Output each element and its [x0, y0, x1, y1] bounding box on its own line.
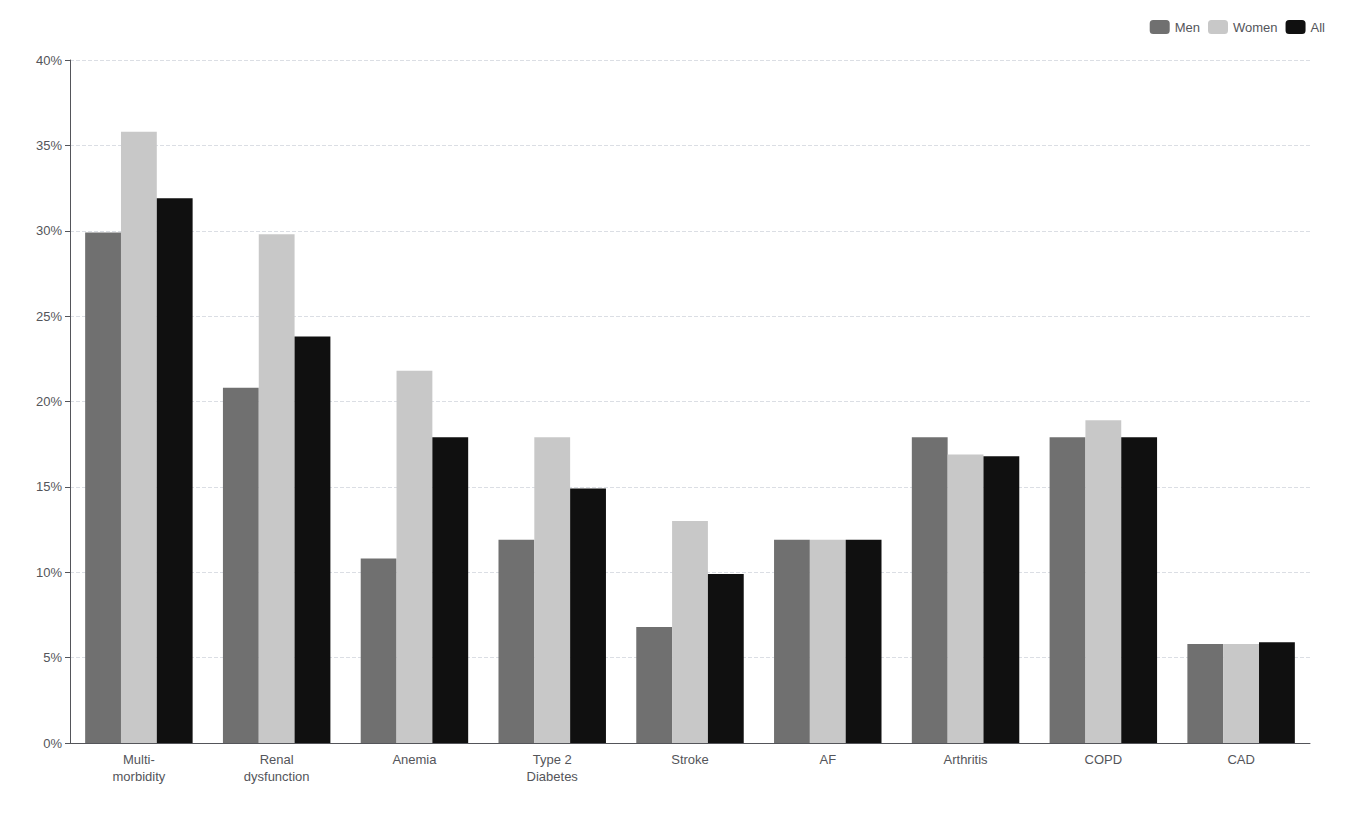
svg-text:Stroke: Stroke — [671, 752, 709, 767]
svg-text:AF: AF — [819, 752, 836, 767]
svg-text:0%: 0% — [43, 736, 62, 751]
svg-text:30%: 30% — [36, 223, 62, 238]
svg-text:20%: 20% — [36, 394, 62, 409]
svg-text:Renal: Renal — [260, 752, 294, 767]
svg-text:Men: Men — [1175, 20, 1200, 35]
svg-text:35%: 35% — [36, 138, 62, 153]
svg-text:Arthritis: Arthritis — [944, 752, 989, 767]
svg-text:dysfunction: dysfunction — [244, 769, 310, 784]
svg-text:CAD: CAD — [1227, 752, 1254, 767]
svg-text:Type 2: Type 2 — [533, 752, 572, 767]
svg-text:All: All — [1311, 20, 1326, 35]
svg-text:Anemia: Anemia — [392, 752, 437, 767]
svg-text:15%: 15% — [36, 479, 62, 494]
svg-text:COPD: COPD — [1085, 752, 1123, 767]
svg-text:Diabetes: Diabetes — [527, 769, 579, 784]
svg-text:Women: Women — [1233, 20, 1278, 35]
svg-text:5%: 5% — [43, 650, 62, 665]
svg-text:40%: 40% — [36, 53, 62, 68]
svg-text:10%: 10% — [36, 565, 62, 580]
svg-text:Multi-: Multi- — [123, 752, 155, 767]
svg-text:25%: 25% — [36, 309, 62, 324]
svg-text:morbidity: morbidity — [113, 769, 166, 784]
